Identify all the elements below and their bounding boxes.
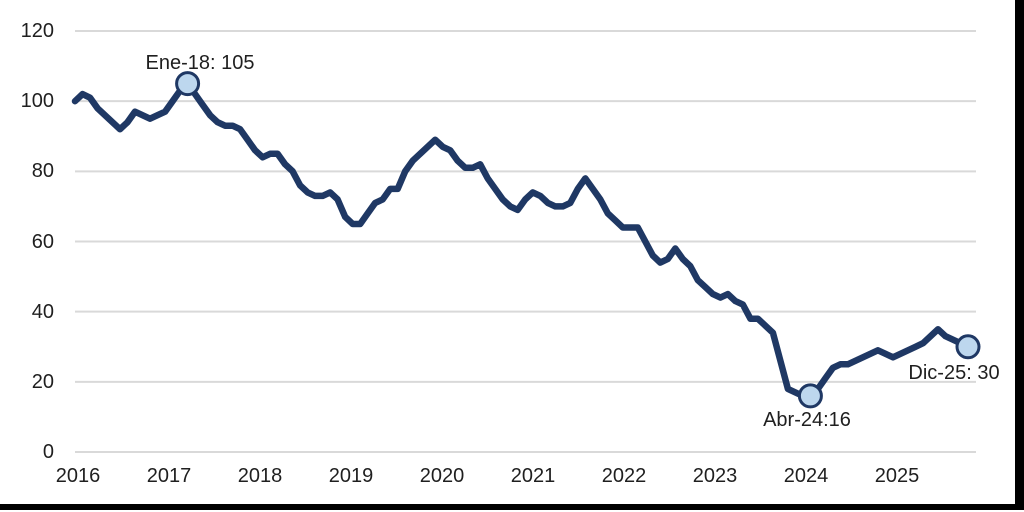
y-tick-label: 80 bbox=[31, 160, 54, 183]
x-tick-label: 2019 bbox=[328, 465, 374, 487]
marker-end bbox=[955, 334, 981, 360]
x-tick-label: 2023 bbox=[692, 465, 738, 487]
marker-trough bbox=[797, 383, 823, 409]
x-tick-label: 2025 bbox=[874, 465, 920, 487]
x-tick-label: 2018 bbox=[237, 465, 283, 487]
x-tick-label: 2020 bbox=[419, 465, 465, 487]
x-axis-labels: 2016 2017 2018 2019 2020 2021 2022 2023 2024 2025 bbox=[0, 464, 1024, 492]
y-tick-label: 20 bbox=[31, 370, 54, 393]
y-tick-label: 40 bbox=[31, 300, 54, 323]
x-tick-label: 2024 bbox=[783, 465, 829, 487]
marker-peak bbox=[175, 71, 201, 97]
frame-right-border bbox=[1015, 0, 1024, 510]
annotation-trough: Abr-24:16 bbox=[727, 407, 887, 433]
x-tick-label: 2016 bbox=[55, 465, 101, 487]
y-tick-label: 60 bbox=[31, 230, 54, 253]
data-line bbox=[71, 80, 972, 400]
y-tick-label: 0 bbox=[42, 441, 54, 463]
x-tick-label: 2017 bbox=[146, 465, 192, 487]
annotation-trough-label: Abr-24:16 bbox=[763, 409, 851, 431]
y-tick-label: 120 bbox=[20, 20, 54, 42]
y-axis-labels: 0 20 40 60 80 100 120 bbox=[0, 0, 54, 512]
x-tick-label: 2022 bbox=[601, 465, 647, 487]
annotation-end-label: Dic-25: 30 bbox=[908, 362, 1000, 384]
x-tick-label: 2021 bbox=[510, 465, 556, 487]
annotation-peak: Ene-18: 105 bbox=[120, 50, 280, 76]
annotation-end: Dic-25: 30 bbox=[874, 360, 1024, 386]
y-tick-label: 100 bbox=[20, 90, 54, 113]
annotation-peak-label: Ene-18: 105 bbox=[145, 52, 255, 74]
frame-bottom-border bbox=[0, 504, 1024, 510]
